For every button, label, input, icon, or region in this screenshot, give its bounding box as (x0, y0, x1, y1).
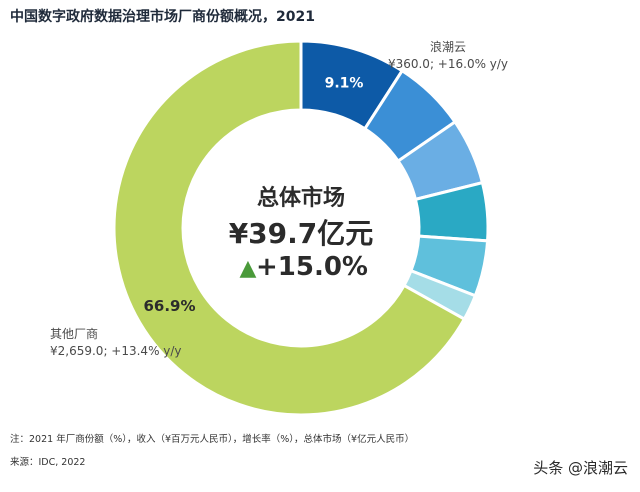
callout-value: ¥2,659.0; +13.4% y/y (50, 344, 182, 358)
center-title: 总体市场 (257, 185, 345, 211)
slice-percent-label: 66.9% (143, 297, 195, 315)
center-summary: 总体市场 ¥39.7亿元 ▲ +15.0% (229, 185, 374, 282)
slices-group (112, 39, 490, 417)
slice-percent-label: 9.1% (325, 76, 364, 92)
growth-up-arrow-icon: ▲ (240, 256, 257, 281)
source-note: 来源：IDC, 2022 (10, 457, 86, 468)
labels-group: 9.1% 66.9% 浪潮云 ¥360.0; +16.0% y/y 其他厂商 ¥2,659… (50, 39, 508, 358)
center-growth: +15.0% (256, 252, 368, 282)
callout-name: 浪潮云 (430, 39, 466, 54)
footnote: 注：2021 年厂商份额（%），收入（¥百万元人民币），增长率（%），总体市场（… (10, 434, 415, 445)
donut-hole (183, 110, 419, 346)
callout-value: ¥360.0; +16.0% y/y (388, 57, 508, 71)
donut-chart: 9.1% 66.9% 浪潮云 ¥360.0; +16.0% y/y 其他厂商 ¥2,659… (50, 39, 508, 417)
watermark: 头条 @浪潮云 (533, 459, 628, 477)
chart-title: 中国数字政府数据治理市场厂商份额概况，2021 (10, 9, 315, 25)
callout-name: 其他厂商 (50, 326, 98, 341)
center-total: ¥39.7亿元 (229, 217, 374, 250)
